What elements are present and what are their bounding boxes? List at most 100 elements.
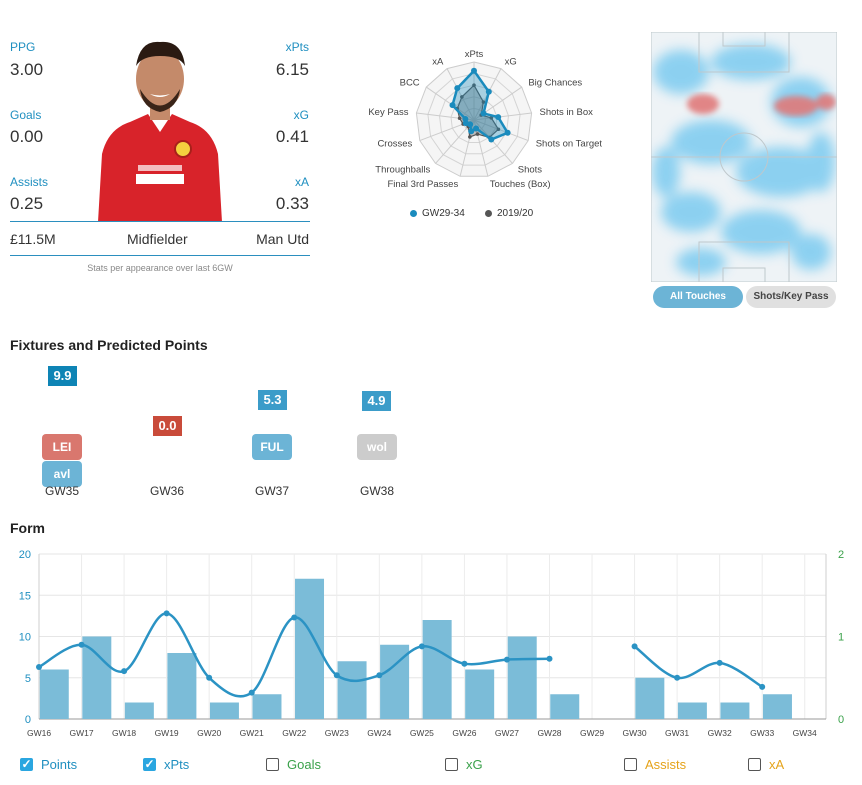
radar-point[interactable] <box>473 125 480 132</box>
bar-points-gw31[interactable] <box>677 702 707 720</box>
fixture-opponent-avl[interactable]: avl <box>42 461 82 487</box>
fixture-gw-label: GW37 <box>254 484 289 498</box>
radar-legend-label-2: 2019/20 <box>497 208 534 219</box>
legend-toggle-xpts[interactable]: xPts <box>143 757 189 772</box>
form-title: Form <box>10 520 45 536</box>
bar-points-gw17[interactable] <box>82 636 112 720</box>
radar-axis-label: BCC <box>400 78 420 89</box>
bar-points-gw21[interactable] <box>252 694 282 719</box>
legend-toggle-points[interactable]: Points <box>20 757 77 772</box>
bar-points-gw23[interactable] <box>337 661 367 719</box>
radar-point[interactable] <box>504 129 511 136</box>
point-xpts[interactable] <box>631 643 638 650</box>
radar-point[interactable] <box>489 116 494 120</box>
radar-legend-label-1: GW29-34 <box>422 208 465 219</box>
checkbox-points[interactable] <box>20 758 33 771</box>
checkbox-xpts[interactable] <box>143 758 156 771</box>
fixture-opponent-ful[interactable]: FUL <box>252 434 292 460</box>
radar-point[interactable] <box>475 132 480 136</box>
stat-value-xa: 0.33 <box>275 194 309 213</box>
bar-points-gw25[interactable] <box>422 620 452 719</box>
bar-points-gw28[interactable] <box>550 694 580 719</box>
radar-spoke <box>473 119 529 142</box>
radar-point[interactable] <box>480 110 487 117</box>
radar-spoke <box>446 68 475 121</box>
checkbox-xg[interactable] <box>445 758 458 771</box>
fixture-gw-label: GW36 <box>149 484 184 498</box>
x-tick-label: GW23 <box>325 728 349 738</box>
bar-points-gw33[interactable] <box>762 694 792 719</box>
y2-tick-label: 0 <box>838 714 844 726</box>
point-xpts[interactable] <box>759 683 766 690</box>
legend-label-goals: Goals <box>287 757 321 772</box>
radar-axis-label: xA <box>432 57 444 68</box>
bar-points-gw19[interactable] <box>167 653 197 719</box>
tab-all-touches[interactable]: All Touches <box>653 286 743 308</box>
point-xpts[interactable] <box>418 643 425 650</box>
radar-legend-item-2[interactable]: 2019/20 <box>485 208 533 219</box>
x-tick-label: GW30 <box>623 728 647 738</box>
legend-toggle-assists[interactable]: Assists <box>624 757 686 772</box>
point-xpts[interactable] <box>546 655 553 662</box>
point-xpts[interactable] <box>248 689 255 696</box>
point-xpts[interactable] <box>78 641 85 648</box>
radar-point[interactable] <box>496 127 501 132</box>
radar-axis-label: Shots on Target <box>536 138 603 149</box>
radar-point[interactable] <box>457 116 462 121</box>
point-xpts[interactable] <box>716 659 723 666</box>
fixture-opponent-wol[interactable]: wol <box>357 434 397 460</box>
bar-points-gw27[interactable] <box>507 636 537 720</box>
bar-points-gw20[interactable] <box>209 702 239 720</box>
radar-point[interactable] <box>481 100 486 104</box>
radar-point[interactable] <box>449 102 456 109</box>
legend-toggle-xg[interactable]: xG <box>445 757 483 772</box>
radar-point[interactable] <box>468 135 472 139</box>
point-xpts[interactable] <box>163 610 170 617</box>
radar-point[interactable] <box>495 114 502 121</box>
x-tick-label: GW27 <box>495 728 519 738</box>
point-xpts[interactable] <box>333 672 340 679</box>
player-position: Midfielder <box>127 231 188 247</box>
legend-toggle-xa[interactable]: xA <box>748 757 784 772</box>
legend-toggle-goals[interactable]: Goals <box>266 757 321 772</box>
checkbox-xa[interactable] <box>748 758 761 771</box>
radar-axis-label: xPts <box>465 49 484 60</box>
radar-spoke <box>473 112 532 121</box>
bar-points-gw18[interactable] <box>124 702 154 720</box>
fixture-opponent-lei[interactable]: LEI <box>42 434 82 460</box>
point-xpts[interactable] <box>674 674 681 681</box>
radar-point[interactable] <box>468 128 475 135</box>
bar-points-gw16[interactable] <box>39 669 69 720</box>
radar-point[interactable] <box>462 115 469 122</box>
radar-point[interactable] <box>454 85 461 92</box>
checkbox-goals[interactable] <box>266 758 279 771</box>
player-photo <box>90 34 230 222</box>
legend-label-xg: xG <box>466 757 483 772</box>
x-tick-label: GW20 <box>197 728 221 738</box>
y-tick-label: 10 <box>19 632 31 644</box>
y-tick-label: 0 <box>25 714 31 726</box>
point-xpts[interactable] <box>461 660 468 667</box>
stat-value-goals: 0.00 <box>10 127 44 146</box>
radar-point[interactable] <box>485 88 492 95</box>
point-xpts[interactable] <box>36 664 42 671</box>
tab-shots-key-pass[interactable]: Shots/Key Pass <box>746 286 836 308</box>
radar-axis-label: Big Chances <box>528 78 582 89</box>
radar-point[interactable] <box>471 67 477 74</box>
point-xpts[interactable] <box>291 614 298 621</box>
bar-points-gw32[interactable] <box>720 702 750 720</box>
point-xpts[interactable] <box>206 674 213 681</box>
radar-point[interactable] <box>460 95 464 99</box>
fixture-gw-label: GW35 <box>44 484 79 498</box>
bar-points-gw30[interactable] <box>635 677 665 719</box>
radar-point[interactable] <box>488 136 495 143</box>
y-tick-label: 15 <box>19 590 31 602</box>
checkbox-assists[interactable] <box>624 758 637 771</box>
point-xpts[interactable] <box>376 672 383 679</box>
point-xpts[interactable] <box>121 668 128 675</box>
point-xpts[interactable] <box>503 656 510 663</box>
radar-point[interactable] <box>472 83 476 87</box>
bar-points-gw26[interactable] <box>465 669 495 720</box>
radar-legend-item-1[interactable]: GW29-34 <box>410 208 465 219</box>
x-tick-label: GW29 <box>580 728 604 738</box>
